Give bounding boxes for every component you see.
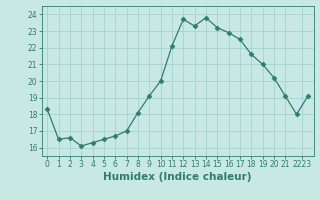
X-axis label: Humidex (Indice chaleur): Humidex (Indice chaleur) — [103, 172, 252, 182]
